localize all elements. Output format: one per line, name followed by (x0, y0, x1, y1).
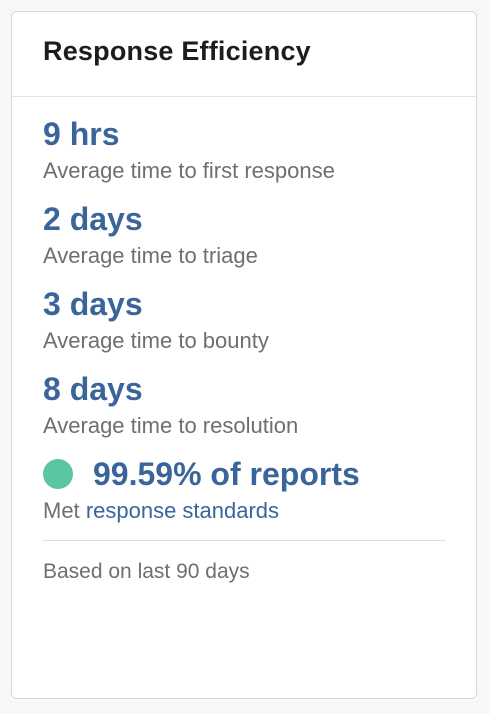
card-header: Response Efficiency (12, 12, 476, 97)
divider (43, 540, 446, 541)
footer-note: Based on last 90 days (43, 560, 250, 583)
metric-label: Average time to triage (43, 243, 258, 268)
standards-value: 99.59% of reports (93, 456, 360, 492)
metric-triage: 2 days Average time to triage (43, 198, 446, 271)
status-dot-icon (43, 459, 73, 489)
metric-first-response: 9 hrs Average time to first response (43, 113, 446, 186)
standards-label: Met response standards (43, 496, 446, 526)
card-title: Response Efficiency (43, 35, 311, 66)
metric-response-standards: 99.59% of reports Met response standards (43, 453, 446, 526)
metric-value: 8 days (43, 371, 143, 407)
metric-label: Average time to bounty (43, 328, 269, 353)
standards-row: 99.59% of reports (43, 453, 446, 495)
metric-bounty: 3 days Average time to bounty (43, 283, 446, 356)
metric-value: 2 days (43, 201, 143, 237)
metric-value: 9 hrs (43, 116, 120, 152)
metric-label: Average time to resolution (43, 413, 299, 438)
card-body: 9 hrs Average time to first response 2 d… (12, 97, 476, 587)
metric-value: 3 days (43, 286, 143, 322)
standards-label-prefix: Met (43, 498, 80, 523)
response-efficiency-card: Response Efficiency 9 hrs Average time t… (11, 11, 477, 699)
response-standards-link[interactable]: response standards (85, 498, 280, 523)
metric-label: Average time to first response (43, 158, 335, 183)
metric-resolution: 8 days Average time to resolution (43, 368, 446, 441)
